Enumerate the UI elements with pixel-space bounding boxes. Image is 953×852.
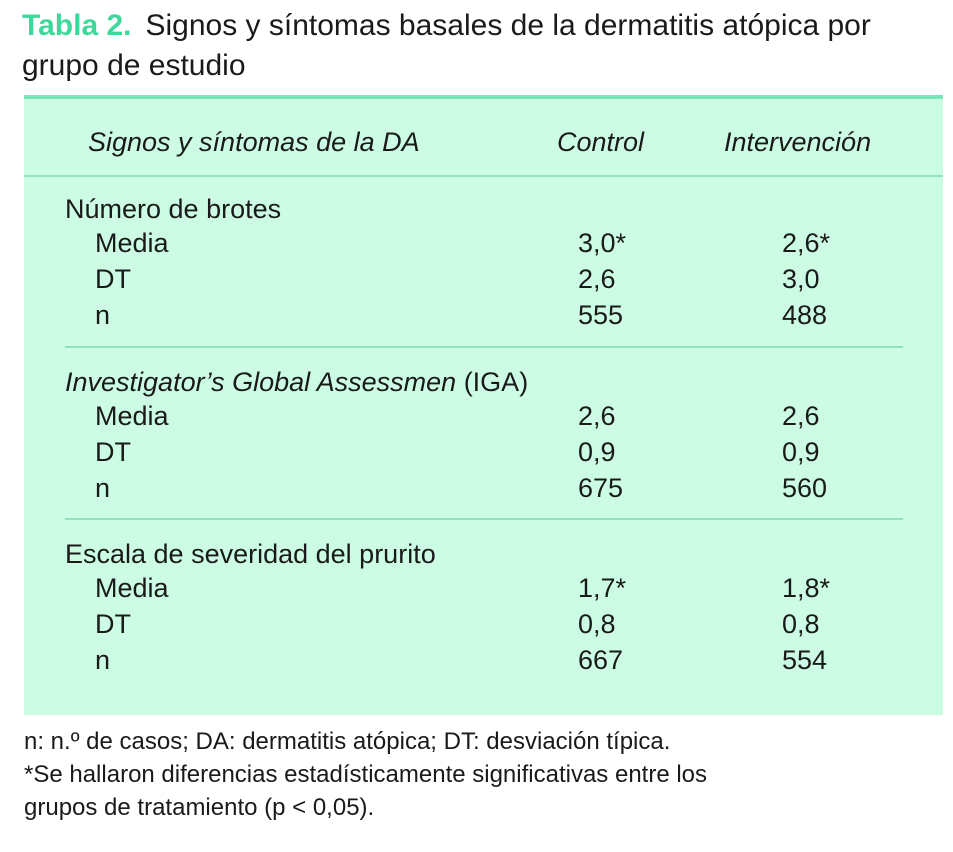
data-table: Signos y síntomas de la DA Control Inter… xyxy=(24,95,943,715)
row-label: Media xyxy=(95,228,169,258)
intervention-value: 1,8* xyxy=(782,573,831,603)
table-title: Tabla 2. Signos y síntomas basales de la … xyxy=(22,6,942,86)
table-row: n 675 560 xyxy=(24,473,943,509)
table-row: DT 0,8 0,8 xyxy=(24,609,943,645)
row-label: DT xyxy=(95,264,131,294)
control-value: 2,6 xyxy=(578,401,616,431)
table-row: DT 0,9 0,9 xyxy=(24,437,943,473)
control-value: 667 xyxy=(578,645,624,675)
row-label: n xyxy=(95,473,111,503)
row-label: Media xyxy=(95,573,169,603)
intervention-value: 554 xyxy=(782,645,828,675)
table-caption: Signos y síntomas basales de la dermatit… xyxy=(22,9,871,82)
footnote-significance-cont: grupos de tratamiento (p < 0,05). xyxy=(24,794,375,821)
section-title: Investigator’s Global Assessmen (IGA) xyxy=(65,367,529,397)
control-value: 675 xyxy=(578,473,624,503)
intervention-value: 2,6 xyxy=(782,401,820,431)
section-divider xyxy=(65,518,903,520)
row-label: n xyxy=(95,645,111,675)
table-row: Media 3,0* 2,6* xyxy=(24,228,943,264)
intervention-value: 560 xyxy=(782,473,828,503)
control-value: 1,7* xyxy=(578,573,627,603)
row-label: DT xyxy=(95,437,131,467)
table-header-row: Signos y síntomas de la DA Control Inter… xyxy=(24,99,943,177)
section-divider xyxy=(65,346,903,348)
row-label: DT xyxy=(95,609,131,639)
intervention-value: 0,8 xyxy=(782,609,820,639)
table-number-label: Tabla 2. xyxy=(22,9,132,42)
header-signs: Signos y síntomas de la DA xyxy=(88,127,420,157)
table-footnotes: n: n.º de casos; DA: dermatitis atópica;… xyxy=(24,725,944,824)
intervention-value: 488 xyxy=(782,300,828,330)
intervention-value: 3,0 xyxy=(782,264,820,294)
intervention-value: 0,9 xyxy=(782,437,820,467)
control-value: 555 xyxy=(578,300,624,330)
control-value: 2,6 xyxy=(578,264,616,294)
section-title: Número de brotes xyxy=(65,194,282,224)
header-control: Control xyxy=(557,127,645,157)
control-value: 0,8 xyxy=(578,609,616,639)
table-row: Media 1,7* 1,8* xyxy=(24,573,943,609)
footnote-significance: *Se hallaron diferencias estadísticament… xyxy=(24,761,708,788)
section-title: Escala de severidad del prurito xyxy=(65,539,436,569)
header-intervention: Intervención xyxy=(724,127,872,157)
control-value: 3,0* xyxy=(578,228,627,258)
intervention-value: 2,6* xyxy=(782,228,831,258)
table-row: n 667 554 xyxy=(24,645,943,681)
table-row: DT 2,6 3,0 xyxy=(24,264,943,300)
footnote-abbreviations: n: n.º de casos; DA: dermatitis atópica;… xyxy=(24,728,671,755)
table-row: Media 2,6 2,6 xyxy=(24,401,943,437)
table-row: n 555 488 xyxy=(24,300,943,336)
row-label: Media xyxy=(95,401,169,431)
control-value: 0,9 xyxy=(578,437,616,467)
row-label: n xyxy=(95,300,111,330)
